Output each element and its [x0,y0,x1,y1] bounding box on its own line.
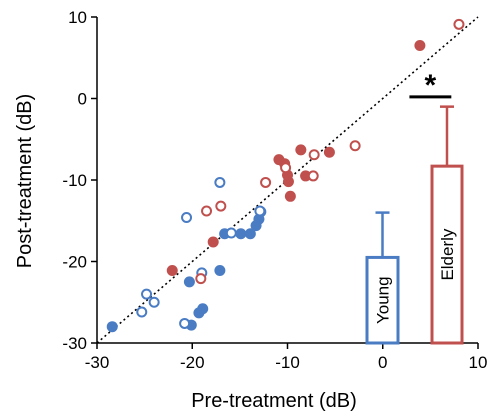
young-filled-point [235,228,247,240]
elderly-open-point [201,205,213,217]
young-open-point [136,306,148,318]
elderly-open-point [260,176,272,188]
y-axis-title: Post-treatment (dB) [14,94,36,269]
inset-bar-elderly [430,164,464,345]
young-open-point [181,211,193,223]
elderly-open-point [307,170,319,182]
young-filled-point [106,321,118,333]
young-filled-point [197,303,209,315]
elderly-filled-point [207,236,219,248]
young-filled-point [244,228,256,240]
elderly-filled-point [284,190,296,202]
x-tick-label: -30 [85,353,110,372]
y-tick-label: -30 [62,334,87,353]
y-tick-label: -10 [62,171,87,190]
elderly-open-point [195,273,207,285]
y-tick-label: -20 [62,253,87,272]
young-open-point [179,317,191,329]
inset-bar-label: Young [374,276,393,324]
x-axis-title: Pre-treatment (dB) [191,390,357,412]
x-tick-label: 0 [378,353,387,372]
elderly-filled-point [323,146,335,158]
young-open-point [254,205,266,217]
young-filled-point [214,264,226,276]
young-open-point [141,288,153,300]
elderly-open-point [215,200,227,212]
elderly-open-point [308,149,320,161]
inset-bar-chart: Young Elderly * [365,69,464,345]
inset-bar-label: Elderly [438,228,457,280]
y-tick-label: 0 [78,90,87,109]
elderly-open-point [349,140,361,152]
elderly-open-point [280,162,292,174]
x-tick-label: -10 [275,353,300,372]
elderly-filled-point [282,176,294,188]
elderly-filled-point [300,170,312,182]
elderly-filled-point [295,144,307,156]
elderly-filled-point [166,264,178,276]
x-tick-group: -30 -20 -10 0 10 [85,343,488,372]
x-tick-label: 10 [469,353,488,372]
data-points [106,18,465,333]
y-tick-group: -30 -20 -10 0 10 [62,8,97,353]
elderly-filled-point [414,40,426,52]
young-open-point [225,227,237,239]
significance-label: * [425,69,437,102]
young-open-point [148,296,160,308]
plot-area: -30 -20 -10 0 10 -30 -20 -10 0 10 Young Elderly * [62,8,487,372]
young-filled-point [183,276,195,288]
elderly-open-point [453,18,465,30]
x-tick-label: -20 [180,353,205,372]
y-tick-label: 10 [68,8,87,27]
young-open-point [214,176,226,188]
